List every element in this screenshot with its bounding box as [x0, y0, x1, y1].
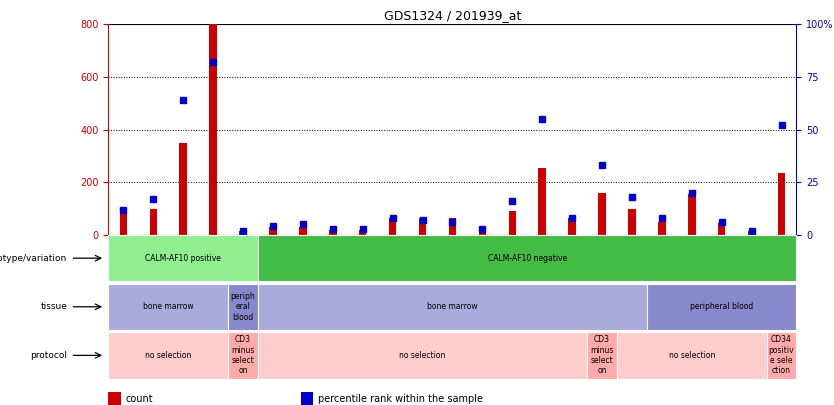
Bar	[748, 231, 756, 235]
Bar	[108, 392, 121, 405]
Bar	[389, 218, 396, 235]
Bar	[269, 227, 277, 235]
Text: CD3
minus
select
on: CD3 minus select on	[231, 335, 254, 375]
Bar	[688, 194, 696, 235]
Bar	[778, 173, 786, 235]
Bar	[301, 392, 314, 405]
Bar	[258, 235, 796, 281]
Text: CD34
positiv
e sele
ction: CD34 positiv e sele ction	[769, 335, 794, 375]
Bar	[718, 223, 726, 235]
Bar	[539, 168, 546, 235]
Text: no selection: no selection	[145, 351, 192, 360]
Bar	[108, 332, 228, 379]
Bar	[658, 222, 666, 235]
Text: protocol: protocol	[30, 351, 67, 360]
Bar	[209, 19, 217, 235]
Bar	[119, 211, 127, 235]
Bar	[258, 332, 587, 379]
Bar	[509, 211, 516, 235]
Bar	[258, 284, 647, 330]
Bar	[647, 284, 796, 330]
Text: CD3
minus
select
on: CD3 minus select on	[590, 335, 614, 375]
Bar	[228, 332, 258, 379]
Text: percentile rank within the sample: percentile rank within the sample	[319, 394, 483, 404]
Text: CALM-AF10 positive: CALM-AF10 positive	[145, 254, 221, 263]
Bar	[766, 332, 796, 379]
Bar	[299, 227, 307, 235]
Bar	[149, 209, 157, 235]
Bar	[228, 284, 258, 330]
Title: GDS1324 / 201939_at: GDS1324 / 201939_at	[384, 9, 521, 22]
Text: count: count	[126, 394, 153, 404]
Bar	[239, 231, 247, 235]
Text: peripheral blood: peripheral blood	[690, 302, 753, 311]
Bar	[479, 230, 486, 235]
Bar	[568, 218, 575, 235]
Bar	[598, 193, 605, 235]
Text: no selection: no selection	[399, 351, 445, 360]
Text: tissue: tissue	[40, 302, 67, 311]
Text: periph
eral
blood: periph eral blood	[231, 292, 255, 322]
Text: no selection: no selection	[669, 351, 715, 360]
Text: CALM-AF10 negative: CALM-AF10 negative	[488, 254, 567, 263]
Bar	[179, 143, 187, 235]
Bar	[419, 218, 426, 235]
Bar	[617, 332, 766, 379]
Text: genotype/variation: genotype/variation	[0, 254, 67, 263]
Bar	[449, 218, 456, 235]
Bar	[108, 284, 228, 330]
Bar	[628, 209, 636, 235]
Text: bone marrow: bone marrow	[143, 302, 193, 311]
Bar	[587, 332, 617, 379]
Bar	[359, 230, 366, 235]
Text: bone marrow: bone marrow	[427, 302, 478, 311]
Bar	[329, 230, 337, 235]
Bar	[108, 235, 258, 281]
